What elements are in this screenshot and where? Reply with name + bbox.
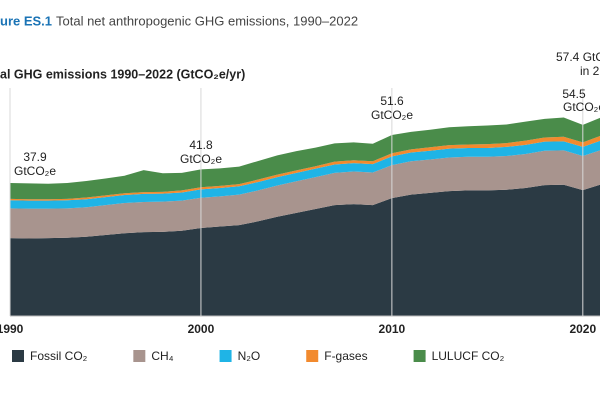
legend-swatch <box>133 350 146 362</box>
figure-label: ure ES.1 <box>0 13 52 28</box>
legend-label: CH₄ <box>151 349 173 363</box>
legend-swatch <box>219 350 232 362</box>
chart-title: Total net anthropogenic GHG emissions, 1… <box>56 13 358 28</box>
x-tick-label: 1990 <box>0 322 24 336</box>
annotation: 51.6 <box>380 94 404 108</box>
x-tick-label: 2020 <box>569 322 596 336</box>
annotation: in 2 <box>580 64 600 78</box>
annotation: 54.5 <box>562 87 586 101</box>
grid: 1990 2000 2010 2020 <box>0 88 600 336</box>
legend-swatch <box>306 350 319 362</box>
legend-swatch <box>12 350 24 362</box>
x-tick-label: 2010 <box>379 322 406 336</box>
annotation: 37.9 <box>23 150 47 164</box>
annotation: 41.8 <box>189 138 213 152</box>
area <box>10 140 600 209</box>
legend-label: LULUCF CO₂ <box>432 349 505 363</box>
annotation: GtCO₂e <box>371 108 413 122</box>
chart-subtitle: al GHG emissions 1990–2022 (GtCO₂e/yr) <box>0 67 245 81</box>
annotation: GtCO₂e <box>180 152 222 166</box>
x-tick-label: 2000 <box>188 322 215 336</box>
legend-swatch <box>413 350 426 362</box>
area <box>10 117 600 200</box>
plot-area <box>10 117 600 316</box>
area <box>10 150 600 239</box>
legend: Fossil CO₂ CH₄ N₂O F-gases LULUCF CO₂ <box>12 349 505 363</box>
legend-label: N₂O <box>238 349 261 363</box>
area <box>10 184 600 316</box>
annotation: 57.4 GtC <box>556 50 600 64</box>
legend-label: F-gases <box>324 349 367 363</box>
legend-label: Fossil CO₂ <box>30 349 88 363</box>
annotation: GtCO₂e <box>563 100 600 114</box>
annotations: 37.9 GtCO₂e 41.8 GtCO₂e 51.6 GtCO₂e 54.5… <box>14 50 600 178</box>
annotation: GtCO₂e <box>14 164 56 178</box>
